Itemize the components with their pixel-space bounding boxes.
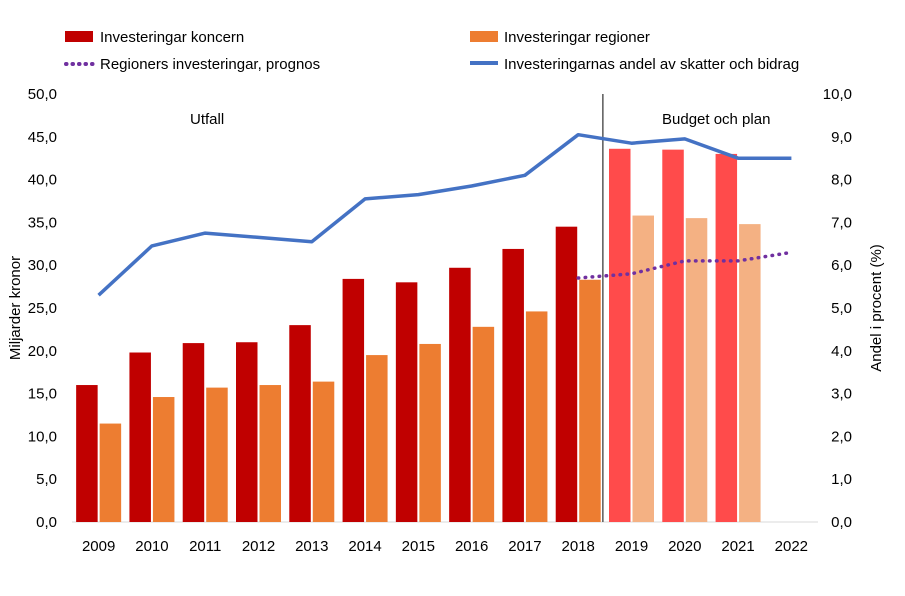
- bar-koncern: [342, 278, 365, 522]
- right-axis-tick-label: 5,0: [831, 300, 852, 317]
- annotation-budget-och-plan: Budget och plan: [662, 111, 770, 128]
- x-axis-tick-label: 2015: [402, 538, 435, 555]
- bar-regioner: [206, 387, 228, 522]
- bar-regioner: [472, 326, 495, 522]
- right-axis-tick-label: 2,0: [831, 428, 852, 445]
- right-axis-tick-label: 4,0: [831, 343, 852, 360]
- bar-koncern: [502, 248, 524, 522]
- x-axis-tick-label: 2018: [562, 538, 595, 555]
- right-axis-tick-label: 9,0: [831, 129, 852, 146]
- bar-koncern: [236, 342, 258, 522]
- x-axis-tick-label: 2021: [721, 538, 754, 555]
- x-axis-tick-label: 2012: [242, 538, 275, 555]
- left-axis-tick-label: 50,0: [28, 86, 57, 103]
- right-axis-tick-label: 10,0: [823, 86, 852, 103]
- bar-regioner: [739, 224, 761, 522]
- right-axis-tick-label: 7,0: [831, 214, 852, 231]
- legend-label-koncern: Investeringar koncern: [100, 29, 244, 46]
- left-axis-tick-label: 15,0: [28, 386, 57, 403]
- bar-regioner: [685, 218, 708, 522]
- right-axis-tick-label: 1,0: [831, 471, 852, 488]
- left-axis-tick-label: 40,0: [28, 172, 57, 189]
- right-axis-tick-label: 0,0: [831, 514, 852, 531]
- legend-swatch-regioner: [470, 31, 498, 42]
- bar-regioner: [419, 343, 441, 522]
- bar-koncern: [182, 343, 205, 522]
- bar-regioner: [579, 279, 601, 522]
- bar-regioner: [312, 381, 335, 522]
- legend-swatch-koncern: [65, 31, 93, 42]
- x-axis-tick-label: 2011: [189, 538, 221, 555]
- legend-label-andel: Investeringarnas andel av skatter och bi…: [504, 56, 799, 73]
- legend-label-regioner: Investeringar regioner: [504, 29, 650, 46]
- left-axis-tick-label: 20,0: [28, 343, 57, 360]
- x-axis-tick-label: 2009: [82, 538, 115, 555]
- legend-label-prognos: Regioners investeringar, prognos: [100, 56, 320, 73]
- bars: [76, 148, 761, 523]
- right-axis-tick-label: 8,0: [831, 172, 852, 189]
- right-axis-title: Andel i procent (%): [868, 244, 885, 372]
- bar-regioner: [366, 355, 388, 522]
- line-prognos: [576, 250, 794, 280]
- bar-koncern: [449, 267, 471, 522]
- bar-regioner: [259, 385, 281, 522]
- left-axis-tick-label: 35,0: [28, 214, 57, 231]
- labels: 0,0 5,0 10,0 15,0 20,0 25,0 30,0 35,0 40,0 45,0 50…: [28, 86, 852, 555]
- right-axis-tick-label: 3,0: [831, 386, 852, 403]
- legend: Investeringar koncern Investeringar regi…: [64, 29, 799, 73]
- right-axis-tick-label: 6,0: [831, 257, 852, 274]
- x-axis-tick-label: 2013: [295, 538, 328, 555]
- left-axis-tick-label: 45,0: [28, 129, 57, 146]
- bar-koncern: [76, 385, 98, 522]
- left-axis-tick-label: 30,0: [28, 257, 57, 274]
- bar-koncern: [715, 153, 738, 523]
- x-axis-tick-label: 2019: [615, 538, 648, 555]
- x-axis-tick-label: 2010: [135, 538, 168, 555]
- lines: [97, 132, 794, 297]
- bar-regioner: [632, 215, 654, 522]
- bar-koncern: [555, 226, 578, 522]
- bar-regioner: [525, 311, 548, 522]
- x-axis-tick-label: 2014: [348, 538, 381, 555]
- left-axis-tick-label: 25,0: [28, 300, 57, 317]
- left-axis-tick-label: 10,0: [28, 428, 57, 445]
- bar-regioner: [152, 397, 175, 522]
- bar-koncern: [662, 149, 684, 522]
- bar-koncern: [289, 325, 311, 522]
- x-axis-tick-label: 2016: [455, 538, 488, 555]
- line-andel: [97, 132, 792, 297]
- x-axis-tick-label: 2020: [668, 538, 701, 555]
- annotation-utfall: Utfall: [190, 111, 224, 128]
- bar-regioner: [99, 423, 122, 522]
- bar-koncern: [395, 282, 418, 522]
- left-axis-tick-label: 5,0: [36, 471, 57, 488]
- left-axis-tick-label: 0,0: [36, 514, 57, 531]
- bar-koncern: [129, 352, 151, 522]
- x-axis-tick-label: 2022: [775, 538, 808, 555]
- bar-koncern: [609, 148, 631, 522]
- left-axis-title: Miljarder kronor: [7, 256, 24, 360]
- x-axis-tick-label: 2017: [508, 538, 541, 555]
